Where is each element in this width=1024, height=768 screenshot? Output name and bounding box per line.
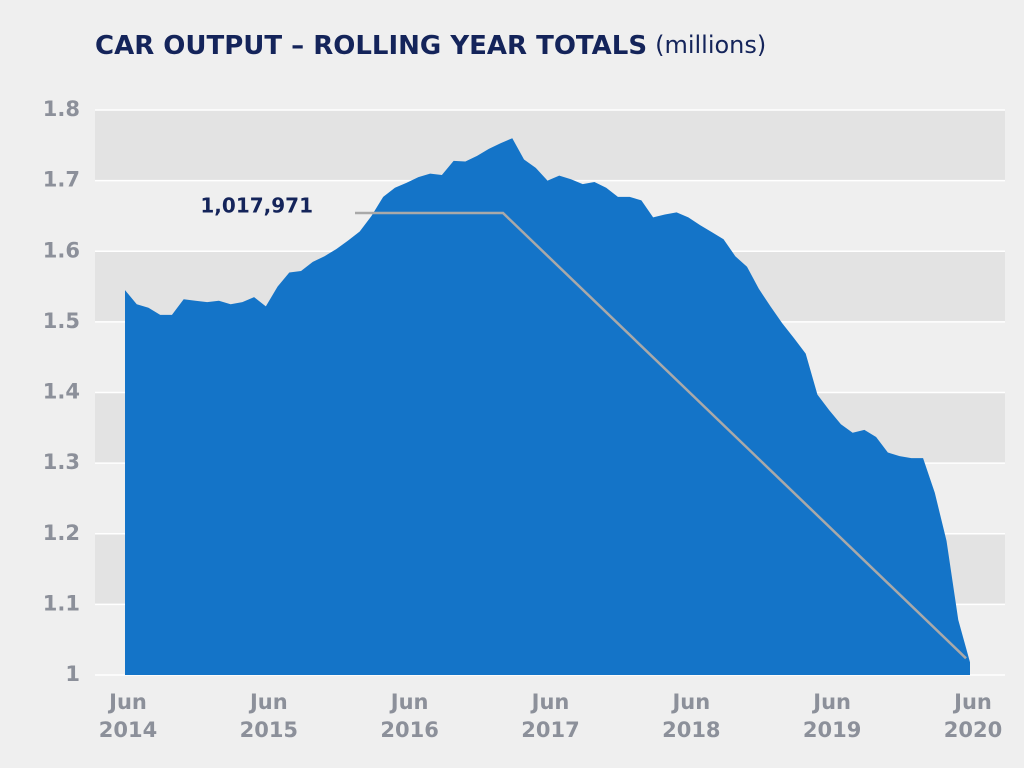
y-tick-label: 1.7 — [43, 168, 80, 192]
chart-title-group: CAR OUTPUT – ROLLING YEAR TOTALS (million… — [95, 31, 766, 61]
y-tick-label: 1.5 — [43, 309, 80, 333]
x-tick-label: Jun 2014 — [98, 690, 158, 742]
annotation-line — [355, 211, 967, 660]
area — [125, 138, 970, 675]
grid-band — [95, 110, 1005, 181]
y-tick-label: 1.2 — [43, 521, 80, 545]
y-tick-label: 1 — [65, 662, 80, 686]
y-tick-label: 1.4 — [43, 380, 80, 404]
x-tick-label: Jun 2016 — [380, 690, 439, 742]
y-tick-label: 1.3 — [43, 450, 80, 474]
x-tick-label: Jun 2015 — [239, 690, 299, 742]
chart-title: CAR OUTPUT – ROLLING YEAR TOTALS — [95, 31, 647, 61]
units: (millions) — [655, 31, 766, 59]
x-tick-label: Jun 2020 — [943, 690, 1003, 742]
annotation: 1,017,971 — [200, 194, 313, 218]
y-tick-label: 1.6 — [43, 238, 80, 262]
x-tick-label: Jun 2019 — [802, 690, 862, 742]
x-tick-label: Jun 2017 — [521, 690, 580, 742]
y-tick-label: 1.1 — [43, 591, 80, 615]
y-tick-label: 1.8 — [43, 97, 80, 121]
x-tick-label: Jun 2018 — [662, 690, 721, 742]
